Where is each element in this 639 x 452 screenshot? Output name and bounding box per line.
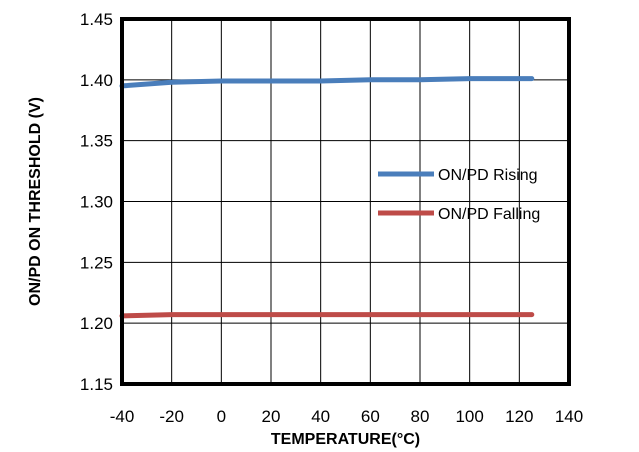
- legend: ON/PD Rising ON/PD Falling: [378, 167, 540, 223]
- x-tick-label: 40: [311, 407, 330, 426]
- x-axis-title: TEMPERATURE(°C): [271, 431, 420, 448]
- x-tick-label: -40: [110, 407, 135, 426]
- grid: [121, 18, 570, 385]
- x-tick-label: 100: [455, 407, 483, 426]
- y-tick-labels: 1.15 1.20 1.25 1.30 1.35 1.40 1.45: [80, 10, 113, 394]
- y-tick-label: 1.15: [80, 375, 113, 394]
- x-tick-label: 60: [361, 407, 380, 426]
- x-tick-label: 80: [411, 407, 430, 426]
- y-tick-label: 1.45: [80, 10, 113, 29]
- plot-frame: [120, 17, 571, 386]
- series-line-falling: [119, 312, 535, 319]
- y-tick-label: 1.20: [80, 314, 113, 333]
- series-line-rising: [119, 76, 535, 89]
- y-tick-label: 1.30: [80, 193, 113, 212]
- series-layer: [119, 76, 535, 319]
- x-tick-label: 0: [217, 407, 226, 426]
- y-tick-label: 1.25: [80, 253, 113, 272]
- x-tick-label: 120: [505, 407, 533, 426]
- x-tick-label: -20: [159, 407, 184, 426]
- y-axis-title: ON/PD ON THRESHOLD (V): [27, 97, 44, 306]
- y-tick-label: 1.40: [80, 71, 113, 90]
- x-tick-label: 140: [555, 407, 583, 426]
- legend-label-falling: ON/PD Falling: [438, 206, 540, 223]
- y-tick-label: 1.35: [80, 132, 113, 151]
- x-tick-labels: -40 -20 0 20 40 60 80 100 120 140: [110, 407, 583, 426]
- legend-label-rising: ON/PD Rising: [438, 167, 538, 184]
- x-tick-label: 20: [262, 407, 281, 426]
